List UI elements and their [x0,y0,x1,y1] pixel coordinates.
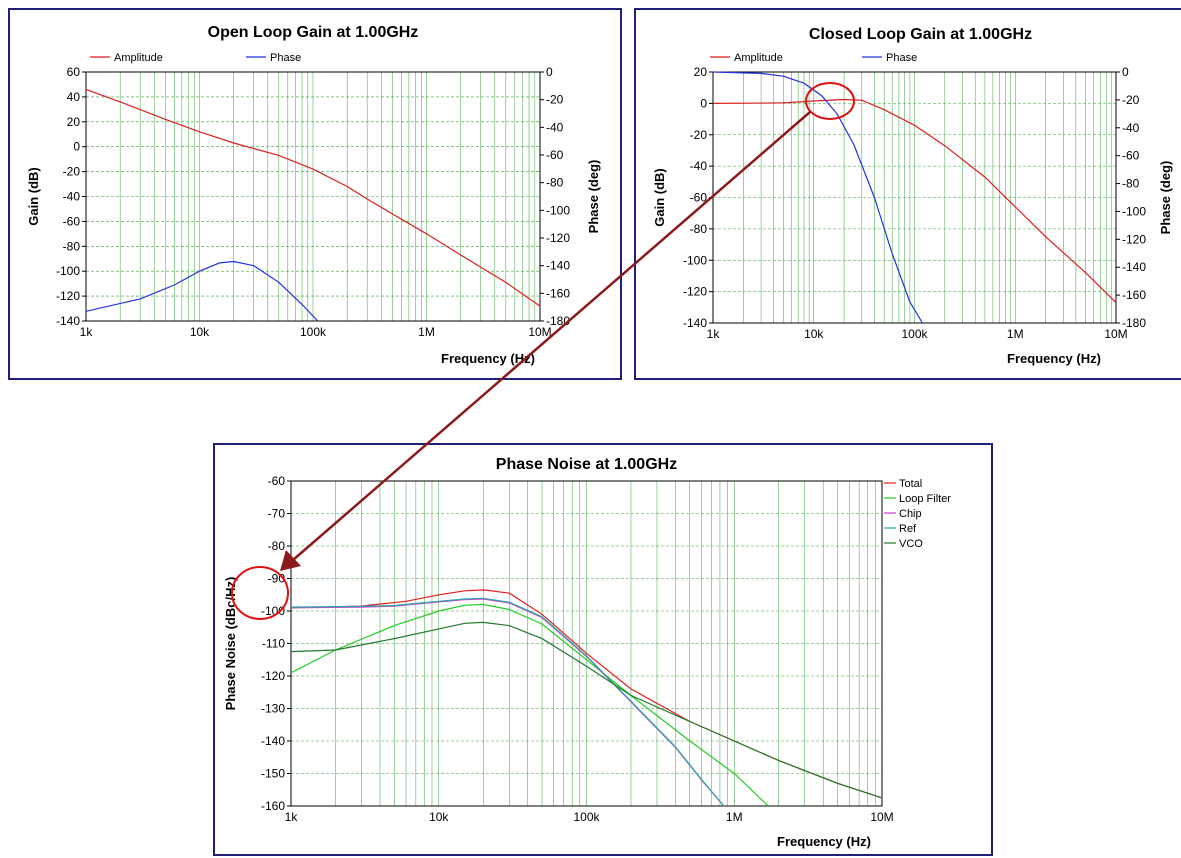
closed-loop-gain-panel: Closed Loop Gain at 1.00GHz 20 0 -20 -40 -60 -… [634,8,1181,380]
y-tick-label: -110 [262,637,285,651]
y-tick-label: -40 [63,190,81,204]
y-tick-label: 0 [73,140,80,154]
y-tick-label: 20 [694,65,708,79]
series-line-ref [290,597,725,807]
y-tick-label: -140 [683,316,707,330]
x-axis-label: Frequency (Hz) [441,351,535,366]
closed-loop-gain-chart: Closed Loop Gain at 1.00GHz 20 0 -20 -40 -60 -… [652,26,1173,366]
x-tick-label: 10k [804,327,824,341]
y-tick-label: -100 [261,604,285,618]
series-line-vco [290,621,883,799]
y2-tick-label: -160 [1122,288,1146,302]
legend-label: Chip [899,508,922,520]
x-tick-label: 1M [1007,327,1024,341]
x-tick-label: 1M [418,325,435,339]
y2-tick-label: 0 [546,65,553,79]
open-loop-gain-panel: Open Loop Gain at 1.00GHz 60 40 20 0 -20 -40 -6… [8,8,622,380]
x-tick-label: 10k [429,810,449,824]
y-tick-label: -70 [268,507,286,521]
y-tick-label: -60 [690,191,708,205]
x-tick-label: 100k [901,327,928,341]
y-tick-label: 0 [700,96,707,110]
legend-label: Phase [886,52,917,64]
chart-title: Phase Noise at 1.00GHz [496,456,677,473]
y2-tick-label: -60 [546,148,564,162]
x-tick-label: 100k [573,810,600,824]
x-tick-label: 1k [285,810,299,824]
x-tick-label: 1M [726,810,743,824]
chart-title: Closed Loop Gain at 1.00GHz [809,26,1032,43]
y-tick-label: -130 [261,702,285,716]
y-axis-label: Gain (dB) [26,167,41,226]
y-tick-label: -120 [683,285,707,299]
x-tick-label: 10M [528,325,551,339]
y-tick-label: -140 [56,314,80,328]
y2-tick-label: -120 [1122,232,1146,246]
y-tick-label: 40 [67,90,81,104]
y-tick-label: -140 [261,734,285,748]
y-tick-label: -150 [261,767,285,781]
y-tick-label: 60 [67,65,81,79]
x-axis-label: Frequency (Hz) [1007,351,1101,366]
y2-tick-label: -20 [1122,93,1140,107]
y2-tick-label: -20 [546,93,564,107]
y2-tick-label: -40 [546,120,564,134]
x-tick-label: 10k [190,325,210,339]
series-line-loop-filter [290,603,769,807]
y-tick-label: -160 [261,799,285,813]
chart-title: Open Loop Gain at 1.00GHz [208,24,419,41]
x-tick-label: 100k [300,325,327,339]
y2-tick-label: -40 [1122,121,1140,135]
legend-label: Total [899,478,922,490]
phase-noise-panel: Phase Noise at 1.00GHz -60 -70 -80 -90 -100 -1… [213,443,993,856]
y-tick-label: -20 [690,128,708,142]
y2-tick-label: -80 [1122,177,1140,191]
y2-tick-label: -80 [546,176,564,190]
series-line-chip [290,598,725,807]
legend-label: Amplitude [114,52,163,64]
y-tick-label: -20 [63,165,81,179]
y2-tick-label: -100 [1122,204,1146,218]
y-tick-label: -80 [268,539,286,553]
x-tick-label: 10M [870,810,893,824]
x-tick-label: 1k [80,325,94,339]
y2-tick-label: -140 [1122,260,1146,274]
y-tick-label: -80 [690,222,708,236]
x-axis-label: Frequency (Hz) [777,834,871,849]
y-tick-label: -80 [63,239,81,253]
y-tick-label: -100 [56,264,80,278]
y-tick-label: -100 [683,253,707,267]
y2-axis-label: Phase (deg) [1158,161,1173,235]
y-tick-label: -120 [56,289,80,303]
legend-label: Amplitude [734,52,783,64]
y-tick-label: -40 [690,159,708,173]
y2-tick-label: -60 [1122,149,1140,163]
x-tick-label: 1k [707,327,721,341]
y-tick-label: -90 [268,572,286,586]
legend-label: VCO [899,538,923,550]
y2-tick-label: -160 [546,286,570,300]
legend-label: Phase [270,52,301,64]
series-line-phase [85,260,319,322]
y-tick-label: -60 [268,474,286,488]
y2-axis-label: Phase (deg) [586,160,601,234]
y-axis-label: Gain (dB) [652,168,667,227]
x-tick-label: 10M [1104,327,1127,341]
open-loop-gain-chart: Open Loop Gain at 1.00GHz 60 40 20 0 -20 -40 -6… [26,24,601,366]
y-tick-label: -120 [261,669,285,683]
y-axis-label: Phase Noise (dBc/Hz) [223,577,238,711]
y2-tick-label: -180 [1122,316,1146,330]
y2-tick-label: -120 [546,231,570,245]
phase-noise-chart: Phase Noise at 1.00GHz -60 -70 -80 -90 -100 -1… [223,456,951,849]
legend-label: Ref [899,523,917,535]
legend-label: Loop Filter [899,493,951,505]
y2-tick-label: -100 [546,203,570,217]
y-tick-label: -60 [63,214,81,228]
y2-tick-label: -140 [546,259,570,273]
y2-tick-label: 0 [1122,65,1129,79]
y-tick-label: 20 [67,115,81,129]
